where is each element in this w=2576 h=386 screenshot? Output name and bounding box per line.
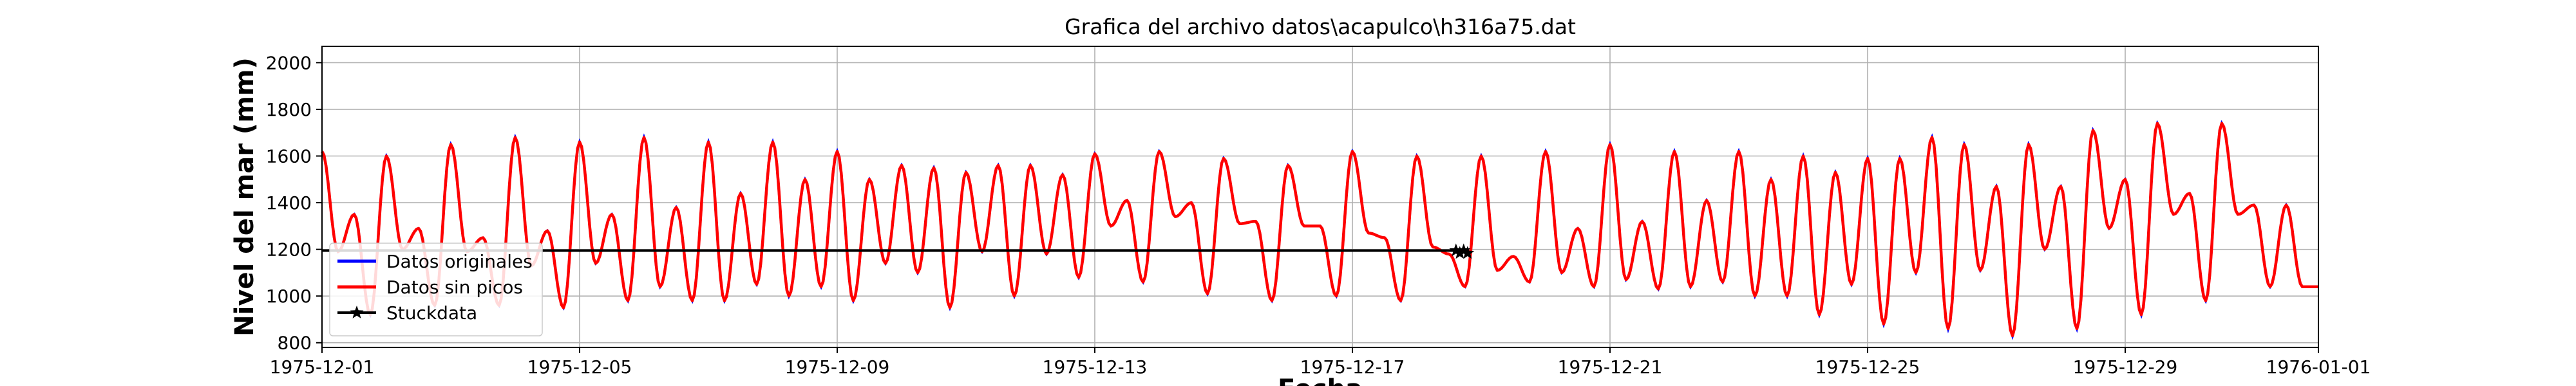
stuckdata-star-marker <box>1457 243 1471 257</box>
y-tick-label: 1200 <box>266 239 312 261</box>
legend: Datos originales Datos sin picos Stuckda… <box>329 243 543 336</box>
x-tick-label: 1975-12-01 <box>270 356 375 378</box>
stuckdata-star-marker <box>1453 246 1467 259</box>
x-tick-label: 1975-12-21 <box>1558 356 1663 378</box>
x-tick-label: 1975-12-29 <box>2073 356 2178 378</box>
x-axis-title: Fecha <box>1278 374 1363 386</box>
x-tick-label: 1975-12-25 <box>1815 356 1920 378</box>
series-line-datos-sin-picos <box>321 122 2318 338</box>
x-tick-label: 1975-12-09 <box>785 356 890 378</box>
x-axis: 1975-12-01 1975-12-05 1975-12-09 1975-12-13… <box>270 347 2371 378</box>
legend-label-datos-sin-picos: Datos sin picos <box>386 277 523 298</box>
legend-label-stuckdata: Stuckdata <box>386 302 477 324</box>
y-tick-label: 1400 <box>266 192 312 214</box>
y-tick-label: 1600 <box>266 146 312 167</box>
x-tick-label: 1976-01-01 <box>2266 356 2371 378</box>
y-tick-label: 1000 <box>266 286 312 307</box>
y-axis: 800 1000 1200 1400 1600 1800 2000 <box>266 52 322 354</box>
y-axis-title: Nivel del mar (mm) <box>230 57 260 336</box>
y-tick-label: 800 <box>278 333 312 354</box>
x-tick-label: 1975-12-13 <box>1043 356 1148 378</box>
legend-box <box>329 243 543 336</box>
y-tick-label: 2000 <box>266 52 312 73</box>
legend-star-marker-icon <box>350 306 364 318</box>
legend-label-datos-originales: Datos originales <box>386 251 533 272</box>
plot-frame <box>321 46 2319 348</box>
chart-title: Grafica del archivo datos\acapulco\h316a… <box>1065 14 1576 39</box>
stuckdata-star-marker <box>1461 246 1475 259</box>
stuckdata-star-marker <box>1449 243 1463 257</box>
y-tick-label: 1800 <box>266 99 312 120</box>
x-tick-label: 1975-12-17 <box>1300 356 1405 378</box>
x-tick-label: 1975-12-05 <box>527 356 632 378</box>
